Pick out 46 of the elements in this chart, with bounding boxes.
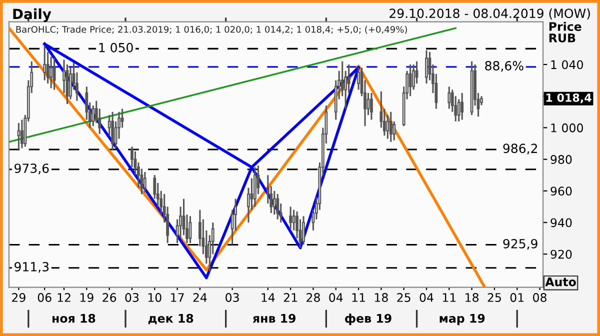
annotation: 925,9 bbox=[503, 238, 538, 250]
x-tick-label: 28 bbox=[306, 293, 320, 302]
x-tick-label: 04 bbox=[420, 293, 434, 302]
x-tick-label: 19 bbox=[80, 293, 94, 302]
y-tick-label: 920 bbox=[550, 250, 572, 259]
x-tick-label: 03 bbox=[226, 293, 239, 302]
x-tick-label: 14 bbox=[262, 293, 275, 302]
x-tick-label: 12 bbox=[58, 293, 70, 302]
x-tick-label: 11 bbox=[352, 293, 365, 302]
text: Auto bbox=[545, 278, 576, 286]
annotation: 88,6% bbox=[485, 61, 524, 72]
y-axis-title: Price RUB bbox=[549, 22, 582, 42]
chart-title: Daily bbox=[13, 8, 52, 22]
x-tick-label: 25 bbox=[488, 293, 501, 302]
x-tick-label: 21 bbox=[284, 293, 297, 302]
x-tick-label: 10 bbox=[148, 293, 162, 302]
x-tick-label: 18 bbox=[466, 293, 479, 302]
annotation: 973,6 bbox=[14, 164, 49, 174]
annotation: 911,3 bbox=[14, 262, 49, 273]
x2-tick-label: ноя 18 bbox=[52, 314, 96, 323]
y-tick-label: 1 000 bbox=[551, 123, 583, 132]
x-tick-label: 11 bbox=[442, 293, 456, 302]
x-tick-label: 03 bbox=[125, 293, 139, 302]
x-tick-label: 25 bbox=[397, 293, 410, 302]
x2-tick-label: фев 19 bbox=[345, 314, 392, 326]
annotation: 1 050 bbox=[99, 42, 133, 52]
x-tick-label: 01 bbox=[510, 293, 524, 302]
x-tick-label: 17 bbox=[171, 293, 184, 302]
x-tick-label: 29 bbox=[12, 293, 26, 302]
x-tick-label: 18 bbox=[374, 293, 388, 302]
x-tick-label: 08 bbox=[533, 293, 546, 302]
annotation: 986,2 bbox=[503, 144, 537, 154]
annotation: BarOHLC; Trade Price; 21.03.2019; 1 016,0; 1 020,0; 1 014,2; 1 018,4; +5,0; (+0,49%) bbox=[16, 26, 407, 34]
y-tick-label: 940 bbox=[550, 218, 572, 228]
x2-tick-label: янв 19 bbox=[252, 314, 296, 323]
chart-subtitle: 29.10.2018 - 08.04.2019 (MOW) bbox=[390, 8, 590, 20]
x-tick-label: 26 bbox=[102, 293, 116, 302]
y-tick-label: 980 bbox=[550, 155, 572, 164]
y-tick-label: 960 bbox=[550, 186, 572, 196]
y-tick-label: 1 040 bbox=[551, 60, 583, 70]
x2-tick-label: мар 19 bbox=[440, 314, 485, 326]
text: 1 018,4 bbox=[546, 93, 592, 104]
x-tick-label: 24 bbox=[193, 293, 207, 302]
x-tick-label: 06 bbox=[38, 293, 52, 302]
x-tick-label: 04 bbox=[329, 293, 343, 302]
x2-tick-label: дек 18 bbox=[148, 314, 194, 324]
